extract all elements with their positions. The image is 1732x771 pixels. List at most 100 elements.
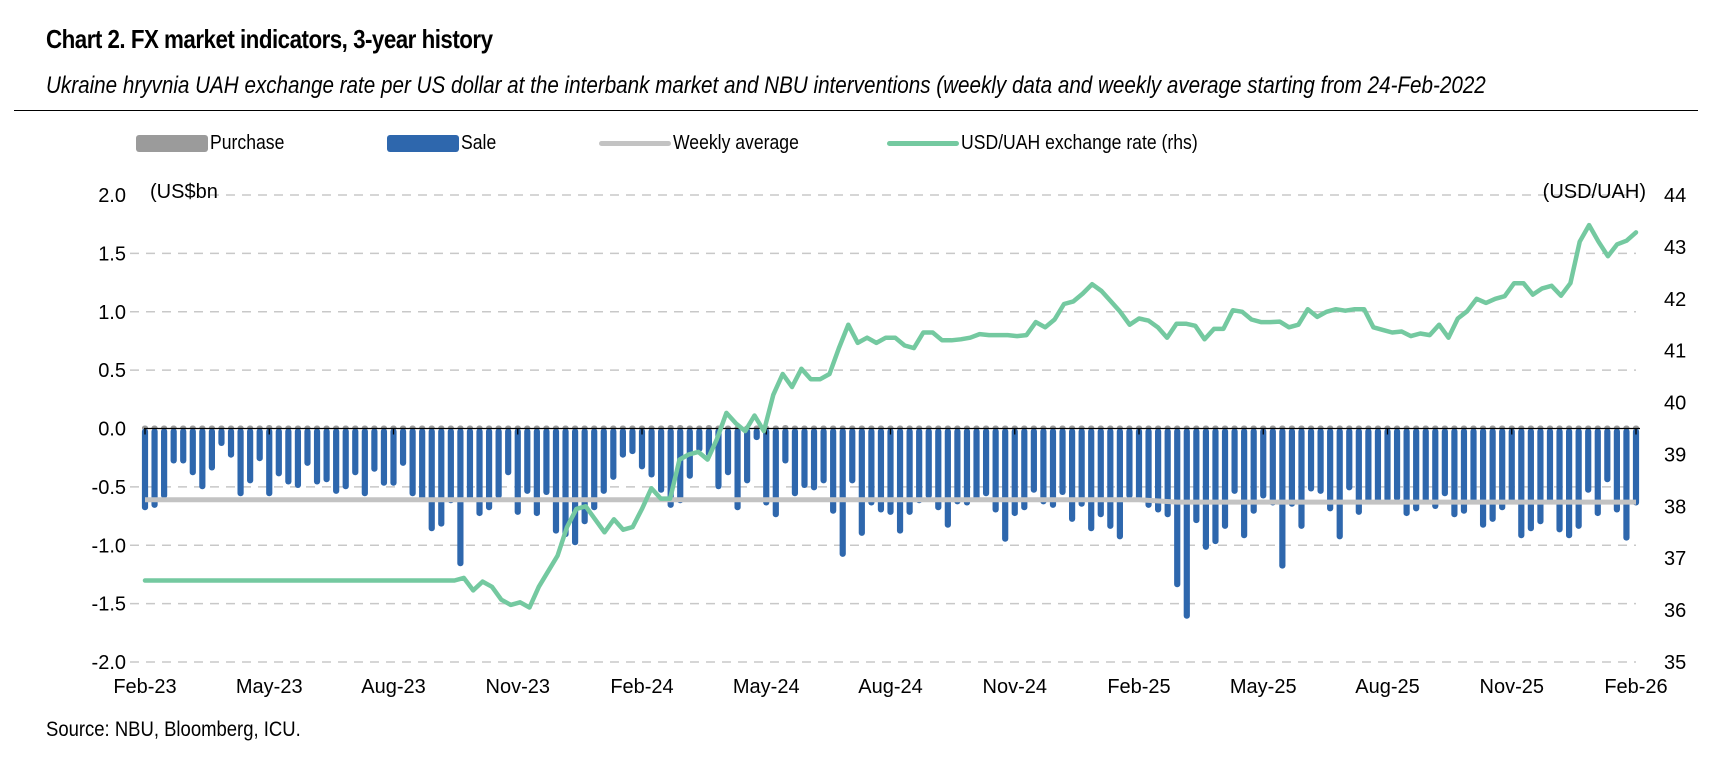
weekly-average-line (145, 497, 1636, 505)
sale-bar (858, 428, 865, 536)
left-axis-ticks: 2.0 1.5 1.0 0.5 0.0 -0.5 -1.0 -1.5 -2.0 (92, 185, 126, 674)
sale-bar (1556, 428, 1563, 533)
sale-bar (810, 428, 818, 491)
y2-tick-label: 40 (1664, 393, 1686, 415)
sale-bar (161, 428, 168, 499)
y2-tick-label: 39 (1664, 444, 1686, 466)
sale-bar (495, 428, 502, 499)
legend-swatch-purchase (136, 135, 208, 152)
sale-bar (1231, 428, 1238, 494)
sale-bar (1107, 428, 1114, 529)
legend-label-weekly-average: Weekly average (673, 132, 799, 154)
sale-bar (543, 428, 550, 496)
sale-bar (877, 428, 885, 513)
sale-bar (906, 428, 913, 515)
sale-bar (208, 428, 216, 471)
sale-bar (600, 428, 607, 494)
sale-bar (619, 428, 626, 458)
x-tick-label: Feb-24 (610, 676, 673, 698)
sale-bar (1499, 428, 1506, 511)
x-tick-label: Feb-23 (113, 676, 176, 698)
y2-tick-label: 38 (1664, 496, 1686, 518)
y2-tick-label: 35 (1664, 652, 1686, 674)
sale-bar (1527, 428, 1534, 532)
sale-bar (1307, 428, 1315, 492)
y2-tick-label: 44 (1664, 185, 1686, 207)
sale-bar (839, 428, 846, 557)
sale-bar (791, 428, 799, 497)
sale-bar (849, 428, 856, 484)
sale-bar (629, 428, 636, 455)
sale-bar (1632, 428, 1640, 506)
sale-bar (1288, 428, 1296, 507)
sale-bar (476, 428, 483, 517)
sale-bar (323, 428, 330, 483)
sale-bar (830, 428, 837, 514)
sale-bar (610, 428, 617, 480)
x-tick-label: Feb-26 (1604, 676, 1667, 698)
sale-bar (772, 428, 779, 518)
y-tick-label: 0.0 (98, 419, 126, 441)
sale-bar (1241, 428, 1248, 539)
x-tick-label: Aug-25 (1355, 676, 1420, 698)
sale-bar (782, 428, 789, 464)
chart-subtitle: Ukraine hryvnia UAH exchange rate per US… (46, 72, 1486, 99)
sale-bar (1298, 428, 1305, 529)
sale-bar (801, 428, 808, 489)
sale-bar (1183, 428, 1190, 619)
sale-bar (591, 428, 598, 511)
sale-bar (1002, 428, 1009, 542)
sale-bar (1537, 428, 1544, 525)
exchange-rate-line (142, 222, 1639, 610)
sale-bar (925, 428, 932, 499)
sale-bar (1212, 428, 1219, 545)
sale-bar (1116, 428, 1123, 540)
y-tick-label: 0.5 (98, 360, 126, 382)
sale-bar (1365, 428, 1372, 504)
title-divider (14, 110, 1698, 111)
y2-tick-label: 36 (1664, 600, 1686, 622)
sale-bar (275, 428, 282, 477)
sale-bar (1594, 428, 1601, 517)
sale-bar (1327, 428, 1334, 512)
legend-label-purchase: Purchase (210, 132, 285, 154)
sale-bar (1451, 428, 1458, 518)
sale-bar (485, 428, 493, 511)
sale-bar (1193, 428, 1200, 524)
sale-bar (141, 428, 149, 511)
sale-bar (648, 428, 655, 478)
sale-bar (1508, 428, 1515, 505)
sale-bar (294, 428, 302, 489)
y-tick-label: -1.5 (92, 594, 126, 616)
sale-bar (409, 428, 416, 497)
sale-bar (1279, 428, 1286, 569)
sale-bar (1422, 428, 1429, 505)
sale-bar (1623, 428, 1630, 541)
sale-bar (1336, 428, 1343, 540)
sale-bar (304, 428, 311, 466)
sale-bar (562, 428, 569, 538)
x-tick-label: Aug-24 (858, 676, 923, 698)
sale-bar (1604, 428, 1611, 483)
weekly-average-path (145, 497, 1636, 505)
x-tick-label: May-24 (733, 676, 800, 698)
chart-title: Chart 2. FX market indicators, 3-year hi… (46, 24, 493, 54)
sale-bar (1546, 428, 1554, 505)
y-tick-label: 1.0 (98, 302, 126, 324)
sale-bar (944, 428, 951, 528)
right-axis-ticks: 44 43 42 41 40 39 38 37 36 35 (1664, 185, 1686, 674)
sale-bar (428, 428, 435, 532)
x-tick-label: May-25 (1230, 676, 1297, 698)
y2-tick-label: 43 (1664, 237, 1686, 259)
sale-bar (333, 428, 340, 494)
sale-bar (151, 428, 158, 508)
sale-bar (734, 428, 741, 511)
legend-label-sale: Sale (461, 132, 497, 154)
sale-bar (1374, 428, 1382, 504)
sale-bar (753, 428, 760, 441)
sale-bar (763, 428, 770, 506)
y2-tick-label: 37 (1664, 548, 1686, 570)
sale-bar (1460, 428, 1468, 514)
sale-bar (696, 428, 703, 452)
